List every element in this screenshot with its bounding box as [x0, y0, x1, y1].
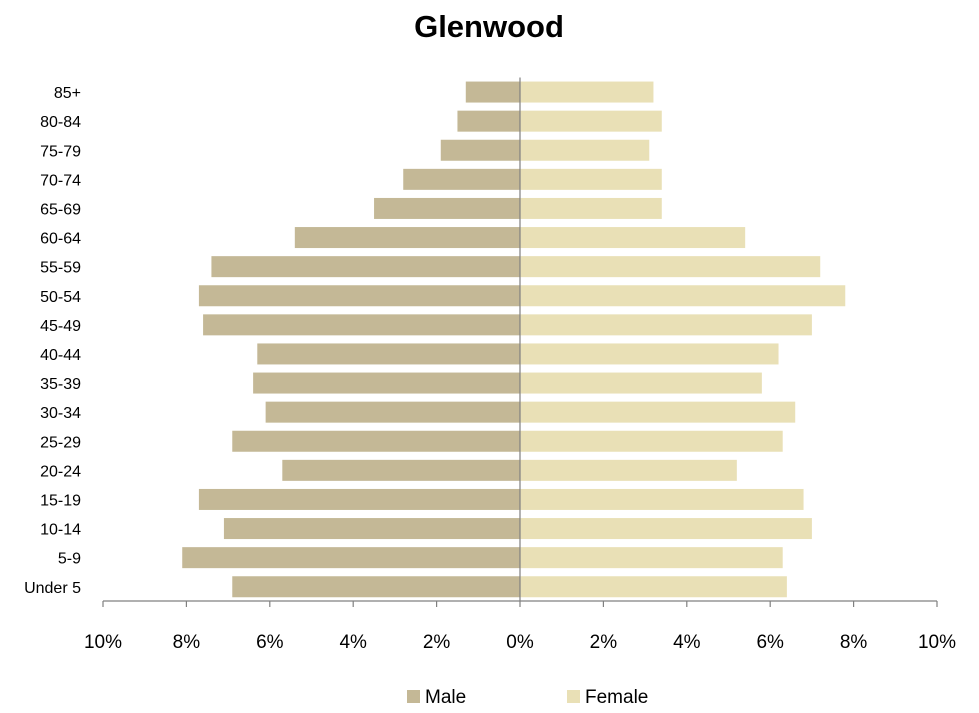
bar-male-30-34	[265, 401, 520, 423]
category-label: Under 5	[24, 580, 81, 597]
category-labels: Under 5 5-9 10-14 15-19 20-24 25-29 30-34 35-39…	[24, 85, 81, 597]
bar-female-15-19	[520, 488, 804, 510]
category-label: 75-79	[40, 143, 81, 160]
category-label: 35-39	[40, 376, 81, 393]
bar-male-5-9	[182, 547, 521, 569]
legend-swatch-male	[407, 690, 420, 703]
category-label: 45-49	[40, 318, 81, 335]
legend-label-male: Male	[425, 687, 466, 708]
bar-male-under-5	[232, 576, 520, 598]
category-label: 10-14	[40, 522, 81, 539]
bar-male-15-19	[198, 488, 520, 510]
category-label: 30-34	[40, 405, 81, 422]
bar-female-20-24	[520, 459, 737, 481]
category-label: 85+	[54, 85, 81, 102]
bar-male-50-54	[198, 285, 520, 307]
legend-label-female: Female	[585, 687, 648, 708]
bar-male-35-39	[253, 372, 520, 394]
x-tick-label: 0%	[506, 632, 534, 653]
bar-female-70-74	[520, 168, 662, 190]
bar-male-55-59	[211, 256, 521, 278]
bar-female-35-39	[520, 372, 762, 394]
category-label: 20-24	[40, 463, 81, 480]
bar-male-45-49	[203, 314, 520, 336]
x-tick-label: 6%	[756, 632, 784, 653]
bar-female-60-64	[520, 227, 746, 249]
bar-male-85+	[465, 81, 520, 103]
x-tick-label: 8%	[173, 632, 201, 653]
bar-female-65-69	[520, 197, 662, 219]
bar-male-10-14	[223, 518, 520, 540]
bar-female-10-14	[520, 518, 812, 540]
category-label: 65-69	[40, 201, 81, 218]
x-tick-label: 6%	[256, 632, 284, 653]
category-label: 5-9	[58, 551, 81, 568]
bar-female-5-9	[520, 547, 783, 569]
bar-male-65-69	[374, 197, 520, 219]
bar-male-70-74	[403, 168, 520, 190]
bar-male-75-79	[440, 139, 520, 161]
bar-female-30-34	[520, 401, 796, 423]
bar-female-85+	[520, 81, 654, 103]
legend-swatch-female	[567, 690, 580, 703]
category-label: 40-44	[40, 347, 81, 364]
bar-male-25-29	[232, 430, 520, 452]
bar-female-25-29	[520, 430, 783, 452]
bar-female-50-54	[520, 285, 846, 307]
bar-female-80-84	[520, 110, 662, 132]
category-label: 60-64	[40, 231, 81, 248]
x-tick-label: 10%	[918, 632, 956, 653]
category-label: 50-54	[40, 289, 81, 306]
category-label: 15-19	[40, 492, 81, 509]
legend: Male Female	[407, 687, 648, 708]
bar-female-under-5	[520, 576, 787, 598]
x-tick-label: 10%	[84, 632, 122, 653]
x-tick-label: 2%	[423, 632, 451, 653]
bars-group	[182, 81, 846, 598]
category-label: 80-84	[40, 114, 81, 131]
x-tick-label: 2%	[590, 632, 618, 653]
x-tick-label: 4%	[339, 632, 367, 653]
x-axis-ticks: 10% 8% 6% 4% 2% 0% 2% 4% 6% 8% 10%	[84, 601, 956, 653]
bar-male-80-84	[457, 110, 520, 132]
bar-male-20-24	[282, 459, 520, 481]
bar-female-45-49	[520, 314, 812, 336]
x-tick-label: 4%	[673, 632, 701, 653]
bar-female-40-44	[520, 343, 779, 365]
bar-female-75-79	[520, 139, 650, 161]
category-label: 55-59	[40, 260, 81, 277]
bar-female-55-59	[520, 256, 821, 278]
category-label: 25-29	[40, 434, 81, 451]
chart-title: Glenwood	[414, 9, 564, 44]
bar-male-60-64	[294, 227, 520, 249]
category-label: 70-74	[40, 172, 81, 189]
x-tick-label: 8%	[840, 632, 868, 653]
bar-male-40-44	[257, 343, 520, 365]
